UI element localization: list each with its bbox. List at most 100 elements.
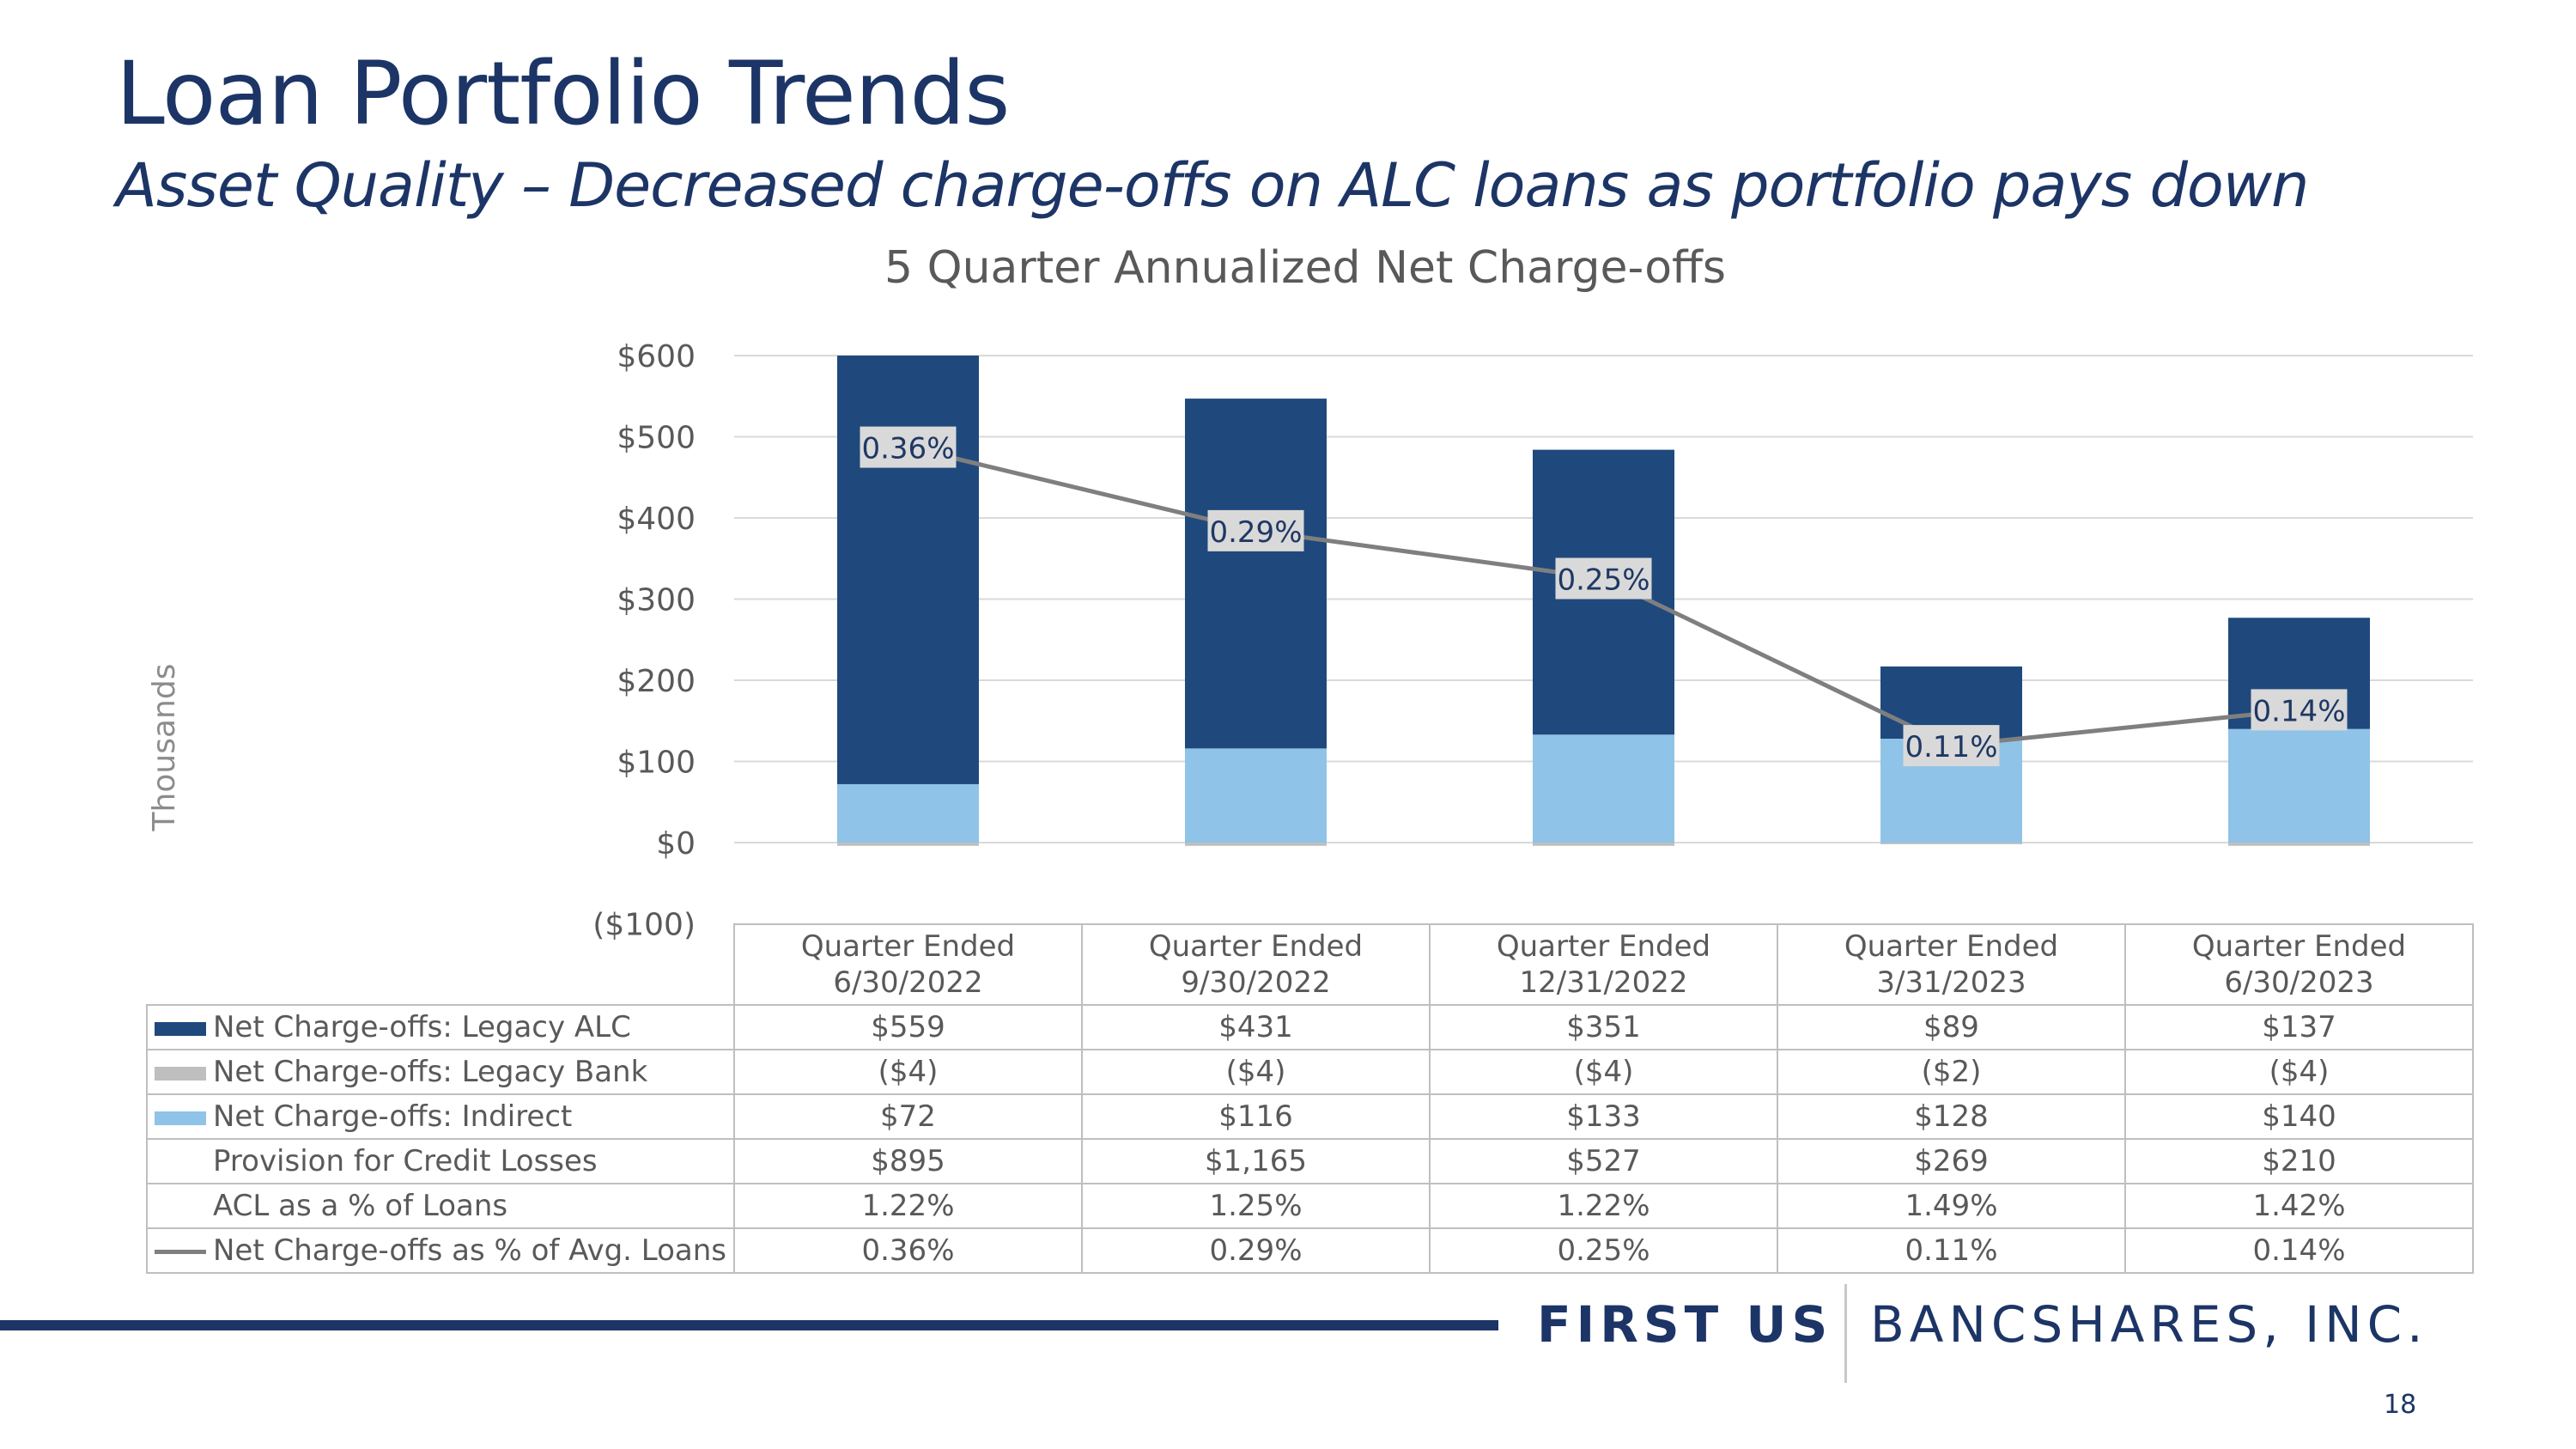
cell-value: $527 — [1566, 1144, 1641, 1178]
table-cell: ($2) — [1777, 1049, 2126, 1095]
data-label-bg — [860, 426, 957, 468]
page-title: Loan Portfolio Trends — [116, 43, 1010, 145]
table-cell: ($4) — [733, 1049, 1083, 1095]
table-row: Net Charge-offs: Legacy ALC $559 $431 $351 $… — [146, 1004, 2474, 1050]
legend-swatch — [155, 1250, 206, 1254]
cell-value: ($2) — [1921, 1055, 1982, 1089]
column-header-line1: Quarter Ended — [2191, 929, 2407, 964]
data-label: 0.29% — [1209, 515, 1302, 550]
table-cell: $116 — [1081, 1093, 1431, 1140]
legend-swatch — [155, 1201, 206, 1215]
row-label-text: ACL as a % of Loans — [213, 1189, 508, 1223]
table-column-header: Quarter Ended 6/30/2022 — [733, 923, 1083, 1006]
bar-legacy-bank — [1185, 843, 1327, 846]
table-cell: 1.22% — [1429, 1183, 1778, 1229]
table-row: Net Charge-offs as % of Avg. Loans 0.36% 0… — [146, 1227, 2474, 1274]
cell-value: 0.36% — [861, 1233, 955, 1268]
y-tick-label: $200 — [617, 664, 696, 699]
table-cell: $133 — [1429, 1093, 1778, 1140]
table-cell: 1.22% — [733, 1183, 1083, 1229]
table-row-label: Net Charge-offs: Legacy ALC — [146, 1004, 735, 1050]
y-tick-label: $500 — [617, 421, 696, 456]
bar-legacy-bank — [837, 843, 979, 846]
table-cell: $269 — [1777, 1138, 2126, 1184]
table-cell: 1.42% — [2124, 1183, 2474, 1229]
table-cell: 0.29% — [1081, 1227, 1431, 1274]
table-cell: 0.11% — [1777, 1227, 2126, 1274]
cell-value: $269 — [1914, 1144, 1989, 1178]
data-label-bg — [1903, 725, 2000, 767]
table-row-label: Provision for Credit Losses — [146, 1138, 735, 1184]
logo-first-us: FIRST US — [1537, 1295, 1833, 1354]
cell-value: 1.49% — [1905, 1189, 1998, 1223]
column-header-line1: Quarter Ended — [1844, 929, 2059, 964]
column-header-line2: 6/30/2023 — [2224, 965, 2374, 1000]
cell-value: 1.22% — [1557, 1189, 1650, 1223]
cell-value: 1.22% — [861, 1189, 955, 1223]
chart-title: 5 Quarter Annualized Net Charge-offs — [884, 242, 1726, 294]
data-label: 0.11% — [1905, 730, 1997, 764]
cell-value: ($4) — [1573, 1055, 1634, 1089]
table-column-header: Quarter Ended 9/30/2022 — [1081, 923, 1431, 1006]
cell-value: ($4) — [1225, 1055, 1286, 1089]
table-cell: ($4) — [1081, 1049, 1431, 1095]
table-row: ACL as a % of Loans 1.22% 1.25% 1.22% 1.49% 1… — [146, 1183, 2474, 1229]
cell-value: $351 — [1566, 1010, 1641, 1044]
column-header-line2: 3/31/2023 — [1876, 965, 2026, 1000]
data-label-bg — [2251, 689, 2348, 731]
cell-value: 1.25% — [1209, 1189, 1303, 1223]
y-tick-label: $0 — [656, 826, 696, 861]
bar-indirect — [1533, 734, 1674, 843]
column-header-line2: 12/31/2022 — [1519, 965, 1688, 1000]
data-label-bg — [1555, 557, 1652, 600]
bar-legacy-bank — [2228, 843, 2370, 846]
row-label-text: Net Charge-offs as % of Avg. Loans — [213, 1233, 727, 1268]
table-cell: $559 — [733, 1004, 1083, 1050]
cell-value: $89 — [1923, 1010, 1979, 1044]
cell-value: 0.11% — [1905, 1233, 1998, 1268]
table-cell: 0.36% — [733, 1227, 1083, 1274]
table-cell: $895 — [733, 1138, 1083, 1184]
column-header-line2: 9/30/2022 — [1181, 965, 1331, 1000]
table-cell: $140 — [2124, 1093, 2474, 1140]
cell-value: ($4) — [2269, 1055, 2330, 1089]
table-cell: $137 — [2124, 1004, 2474, 1050]
table-row: Net Charge-offs: Indirect $72 $116 $133 $128… — [146, 1093, 2474, 1140]
table-row: Net Charge-offs: Legacy Bank ($4) ($4) ($4)… — [146, 1049, 2474, 1095]
table-cell: $210 — [2124, 1138, 2474, 1184]
bar-legacy-alc — [1185, 399, 1327, 749]
cell-value: $72 — [880, 1099, 936, 1134]
table-cell: 1.49% — [1777, 1183, 2126, 1229]
cell-value: ($4) — [878, 1055, 939, 1089]
legend-swatch — [155, 1021, 206, 1036]
column-header-line1: Quarter Ended — [800, 929, 1016, 964]
table-cell: $527 — [1429, 1138, 1778, 1184]
cell-value: $895 — [871, 1144, 945, 1178]
table-column-header: Quarter Ended 6/30/2023 — [2124, 923, 2474, 1006]
bar-legacy-alc — [837, 356, 979, 784]
data-label: 0.14% — [2252, 694, 2345, 728]
table-cell: 1.25% — [1081, 1183, 1431, 1229]
table-cell: $351 — [1429, 1004, 1778, 1050]
bar-legacy-bank — [1880, 843, 2022, 844]
table-column-header: Quarter Ended 12/31/2022 — [1429, 923, 1778, 1006]
row-label-text: Net Charge-offs: Indirect — [213, 1099, 573, 1134]
data-label: 0.25% — [1557, 563, 1649, 598]
table-corner — [147, 924, 735, 1006]
table-cell: $431 — [1081, 1004, 1431, 1050]
cell-value: $133 — [1566, 1099, 1641, 1134]
cell-value: $140 — [2262, 1099, 2336, 1134]
table-cell: ($4) — [1429, 1049, 1778, 1095]
table-row-label: ACL as a % of Loans — [146, 1183, 735, 1229]
table-cell: 0.25% — [1429, 1227, 1778, 1274]
cell-value: 0.25% — [1557, 1233, 1650, 1268]
row-label-text: Provision for Credit Losses — [213, 1144, 598, 1178]
table-cell: $72 — [733, 1093, 1083, 1140]
table-row: Provision for Credit Losses $895 $1,165 $52… — [146, 1138, 2474, 1184]
cell-value: $1,165 — [1205, 1144, 1307, 1178]
y-tick-label: $100 — [617, 746, 696, 781]
table-column-header: Quarter Ended 3/31/2023 — [1777, 923, 2126, 1006]
data-table: Quarter Ended 6/30/2022 Quarter Ended 9/30/… — [146, 923, 2474, 1274]
logo-bancshares: BANCSHARES, INC. — [1870, 1295, 2428, 1354]
